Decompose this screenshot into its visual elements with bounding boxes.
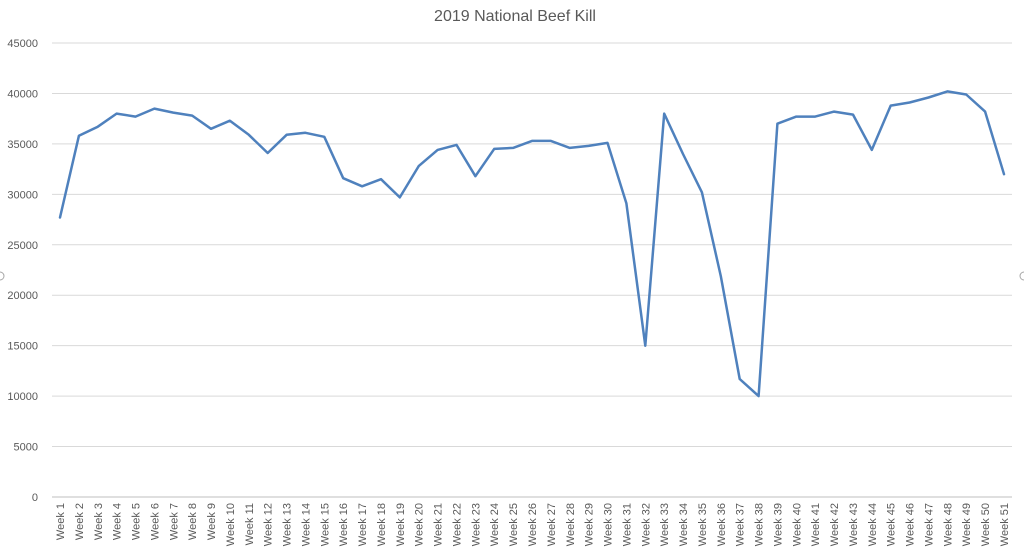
y-tick-label: 0 bbox=[32, 492, 38, 504]
y-tick-label: 10000 bbox=[7, 391, 38, 403]
x-tick-label: Week 7 bbox=[168, 503, 180, 540]
x-tick-label: Week 44 bbox=[867, 503, 879, 546]
series-layer bbox=[58, 90, 1006, 398]
x-tick-label: Week 35 bbox=[697, 503, 709, 546]
x-tick-label: Week 13 bbox=[282, 503, 294, 546]
x-tick-label: Week 33 bbox=[659, 503, 671, 546]
x-tick-label: Week 32 bbox=[640, 503, 652, 546]
x-tick-label: Week 6 bbox=[149, 503, 161, 540]
x-tick-label: Week 34 bbox=[678, 503, 690, 546]
x-tick-label: Week 22 bbox=[451, 503, 463, 546]
x-tick-label: Week 21 bbox=[433, 503, 445, 546]
resize-handle-left[interactable] bbox=[0, 271, 5, 281]
y-tick-label: 35000 bbox=[7, 139, 38, 151]
x-tick-label: Week 11 bbox=[244, 503, 256, 545]
x-tick-label: Week 31 bbox=[621, 503, 633, 546]
x-tick-label: Week 24 bbox=[489, 503, 501, 546]
x-tick-label: Week 1 bbox=[55, 503, 67, 540]
x-tick-label: Week 49 bbox=[961, 503, 973, 546]
x-tick-label: Week 12 bbox=[263, 503, 275, 546]
y-tick-label: 5000 bbox=[14, 442, 38, 454]
x-tick-label: Week 4 bbox=[112, 503, 124, 540]
x-tick-label: Week 19 bbox=[395, 503, 407, 546]
x-tick-label: Week 47 bbox=[923, 503, 935, 546]
x-tick-label: Week 16 bbox=[338, 503, 350, 546]
y-tick-label: 40000 bbox=[7, 88, 38, 100]
x-tick-label: Week 42 bbox=[829, 503, 841, 546]
gridlines bbox=[52, 42, 1012, 498]
x-tick-label: Week 8 bbox=[187, 503, 199, 540]
x-tick-label: Week 41 bbox=[810, 503, 822, 546]
x-tick-label: Week 27 bbox=[546, 503, 558, 546]
x-tick-label: Week 10 bbox=[225, 503, 237, 546]
x-tick-label: Week 50 bbox=[980, 503, 992, 546]
x-tick-label: Week 15 bbox=[319, 503, 331, 546]
x-tick-label: Week 23 bbox=[470, 503, 482, 546]
y-axis-ticks: 0 5000 10000 15000 20000 25000 30000 35000 40000… bbox=[7, 38, 38, 504]
x-tick-label: Week 48 bbox=[942, 503, 954, 546]
x-tick-label: Week 43 bbox=[848, 503, 860, 546]
x-tick-label: Week 39 bbox=[772, 503, 784, 546]
x-tick-label: Week 29 bbox=[584, 503, 596, 546]
y-tick-label: 20000 bbox=[7, 290, 38, 302]
x-tick-label: Week 17 bbox=[357, 503, 369, 546]
x-tick-label: Week 25 bbox=[508, 503, 520, 546]
x-tick-label: Week 26 bbox=[527, 503, 539, 546]
x-tick-label: Week 51 bbox=[999, 503, 1011, 546]
y-tick-label: 15000 bbox=[7, 341, 38, 353]
series-line bbox=[58, 90, 1006, 398]
x-tick-label: Week 37 bbox=[735, 503, 747, 546]
x-tick-label: Week 28 bbox=[565, 503, 577, 546]
x-tick-label: Week 5 bbox=[131, 503, 143, 540]
x-tick-label: Week 2 bbox=[74, 503, 86, 540]
x-tick-label: Week 9 bbox=[206, 503, 218, 540]
y-tick-label: 30000 bbox=[7, 189, 38, 201]
x-axis-ticks: Week 1 Week 2 Week 3 Week 4 Week 5 Week 6 Week… bbox=[55, 503, 1011, 546]
x-tick-label: Week 20 bbox=[414, 503, 426, 546]
y-tick-label: 45000 bbox=[7, 38, 38, 50]
x-tick-label: Week 18 bbox=[376, 503, 388, 546]
y-tick-label: 25000 bbox=[7, 240, 38, 252]
x-tick-label: Week 3 bbox=[93, 503, 105, 540]
x-tick-label: Week 38 bbox=[754, 503, 766, 546]
chart-title: 2019 National Beef Kill bbox=[434, 8, 596, 25]
x-tick-label: Week 40 bbox=[791, 503, 803, 546]
x-tick-label: Week 14 bbox=[300, 503, 312, 546]
resize-handle-right[interactable] bbox=[1019, 271, 1024, 281]
x-tick-label: Week 30 bbox=[603, 503, 615, 546]
x-tick-label: Week 36 bbox=[716, 503, 728, 546]
x-tick-label: Week 45 bbox=[886, 503, 898, 546]
x-tick-label: Week 46 bbox=[905, 503, 917, 546]
